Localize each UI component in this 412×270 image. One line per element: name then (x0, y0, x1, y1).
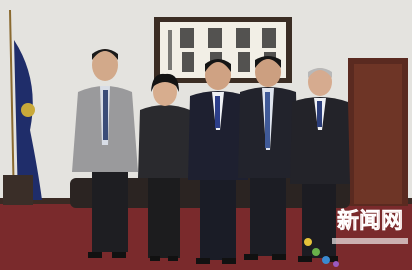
page: {"watermark": {"title": "新闻网"}} (0, 0, 412, 270)
photo: 新闻网 (0, 0, 412, 270)
side-table (3, 175, 33, 205)
watermark-text: 新闻网 (337, 208, 403, 234)
flag-emblem (21, 103, 35, 117)
door-panel (354, 64, 402, 204)
